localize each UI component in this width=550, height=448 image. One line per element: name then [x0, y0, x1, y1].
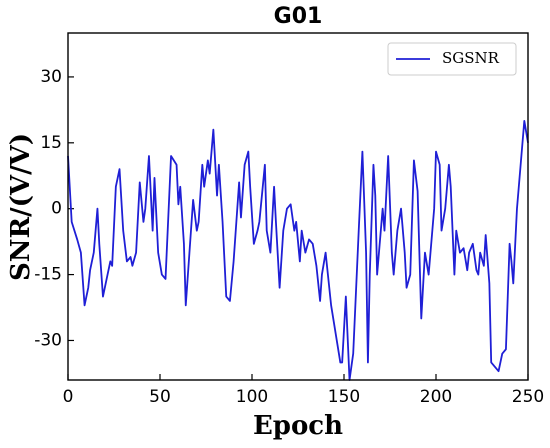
y-tick-label: -30	[34, 330, 62, 350]
y-tick-label: 30	[40, 67, 62, 87]
y-tick-label: -15	[34, 265, 62, 285]
legend-box	[387, 42, 517, 76]
legend-label: SGSNR	[442, 49, 500, 67]
y-axis-label: SNR/(V/V)	[6, 133, 36, 281]
x-tick-label: 250	[512, 387, 544, 407]
chart-title: G01	[274, 4, 323, 29]
data-line	[67, 119, 529, 381]
y-tick-label: 0	[51, 199, 62, 219]
y-tick-label: 15	[40, 133, 62, 153]
x-tick-label: 150	[328, 387, 360, 407]
x-tick-label: 100	[236, 387, 268, 407]
x-axis-label: Epoch	[253, 411, 343, 441]
x-tick-label: 50	[149, 387, 171, 407]
x-tick-label: 200	[420, 387, 452, 407]
x-tick-label: 0	[63, 387, 74, 407]
plot-frame	[67, 32, 529, 381]
